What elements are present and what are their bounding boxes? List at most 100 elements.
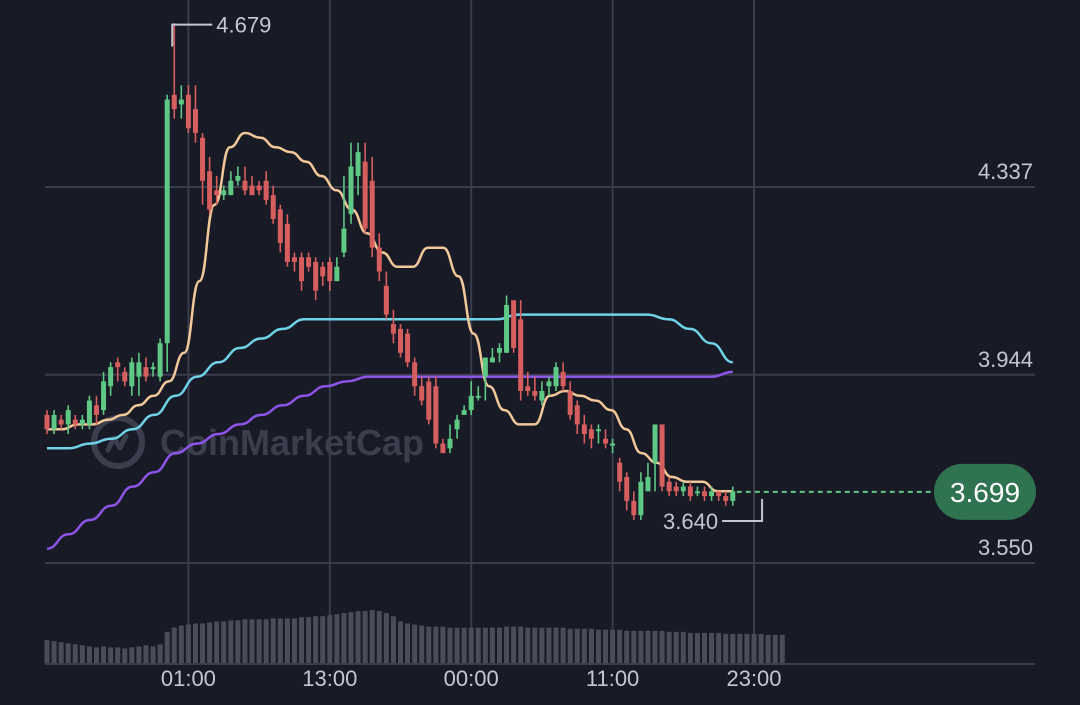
candle	[553, 362, 559, 392]
candle-body	[398, 328, 403, 353]
volume-bar	[327, 615, 333, 663]
candle-body	[242, 180, 248, 191]
candle-body	[86, 400, 92, 425]
candle-body	[101, 381, 107, 411]
candle	[419, 376, 425, 406]
candle-body	[659, 424, 665, 487]
candle	[185, 85, 191, 134]
candle-body	[362, 161, 368, 229]
candle-body	[143, 367, 149, 377]
volume-bar	[150, 646, 156, 663]
candle	[574, 400, 580, 435]
candle	[532, 376, 538, 401]
candle	[496, 343, 502, 363]
candle-body	[631, 500, 637, 516]
volume-bar	[539, 627, 545, 663]
candle	[348, 142, 354, 224]
volume-bar	[511, 626, 517, 663]
candle	[716, 491, 722, 501]
current-price-badge	[934, 463, 1036, 520]
volume-bar	[58, 642, 64, 663]
volume-bar	[65, 643, 71, 663]
volume-bar	[291, 618, 297, 663]
candle	[433, 376, 439, 449]
candle-body	[115, 362, 121, 368]
moving-averages	[46, 131, 734, 550]
volume-bar	[72, 644, 78, 663]
candle	[207, 156, 213, 215]
candle-body	[200, 137, 206, 181]
candle-body	[638, 481, 644, 516]
candle-body	[702, 491, 708, 497]
candle-body	[277, 209, 283, 243]
candle	[115, 357, 121, 382]
candle-body	[185, 94, 191, 129]
volume-bar	[101, 646, 107, 663]
x-axis-ticks: 01:00 13:00 00:00 11:00 23:00	[161, 666, 782, 691]
candle	[504, 295, 510, 353]
candle	[652, 424, 658, 492]
candle-body	[376, 247, 382, 272]
candle	[44, 410, 50, 435]
candle	[79, 414, 85, 430]
candle-body	[489, 357, 495, 363]
candle-body	[256, 185, 262, 191]
volume-bar	[617, 629, 623, 663]
candle	[178, 85, 184, 119]
y-tick-label: 4.337	[978, 159, 1033, 184]
volume-bar	[496, 627, 502, 663]
volume-bar	[355, 611, 361, 663]
volume-bar	[108, 647, 114, 663]
candle-body	[369, 180, 375, 248]
volume-bars	[44, 610, 785, 663]
volume-bar	[567, 628, 573, 663]
candle-body	[440, 443, 446, 454]
candle-body	[433, 386, 439, 444]
candle	[730, 486, 736, 506]
volume-bar	[475, 627, 481, 663]
volume-bar	[376, 611, 382, 663]
candle	[624, 472, 630, 511]
candle	[475, 386, 481, 401]
candle-body	[263, 180, 269, 200]
candle-body	[716, 491, 722, 497]
volume-bar	[306, 617, 312, 663]
volume-bar	[560, 627, 566, 663]
candle	[108, 362, 114, 396]
low-leader-line	[722, 499, 764, 523]
volume-bar	[178, 625, 184, 663]
candle	[242, 166, 248, 196]
candle	[235, 166, 241, 186]
candle	[101, 371, 107, 415]
volume-bar	[390, 616, 396, 663]
candle	[687, 481, 693, 501]
ma-fast-line	[47, 131, 733, 493]
candle	[284, 214, 290, 267]
volume-bar	[553, 627, 559, 663]
volume-bar	[546, 627, 552, 663]
candle	[171, 23, 177, 119]
volume-bar	[525, 627, 531, 663]
candle-body	[108, 367, 114, 387]
volume-bar	[723, 633, 729, 663]
candle	[334, 257, 340, 282]
volume-bar	[122, 648, 128, 663]
volume-bar	[277, 618, 283, 663]
volume-bar	[716, 632, 722, 663]
candle-body	[709, 491, 715, 497]
low-label: 3.640	[663, 509, 718, 534]
candle	[659, 424, 665, 492]
candle	[447, 424, 453, 454]
candle	[299, 252, 305, 291]
candle-body	[666, 481, 672, 492]
volume-bar	[143, 645, 149, 663]
volume-bar	[744, 633, 750, 663]
volume-bar	[242, 619, 248, 663]
candle-body	[595, 429, 601, 432]
candle-body	[482, 357, 488, 377]
candle	[214, 176, 220, 205]
candle	[313, 257, 319, 301]
candle	[72, 414, 78, 430]
